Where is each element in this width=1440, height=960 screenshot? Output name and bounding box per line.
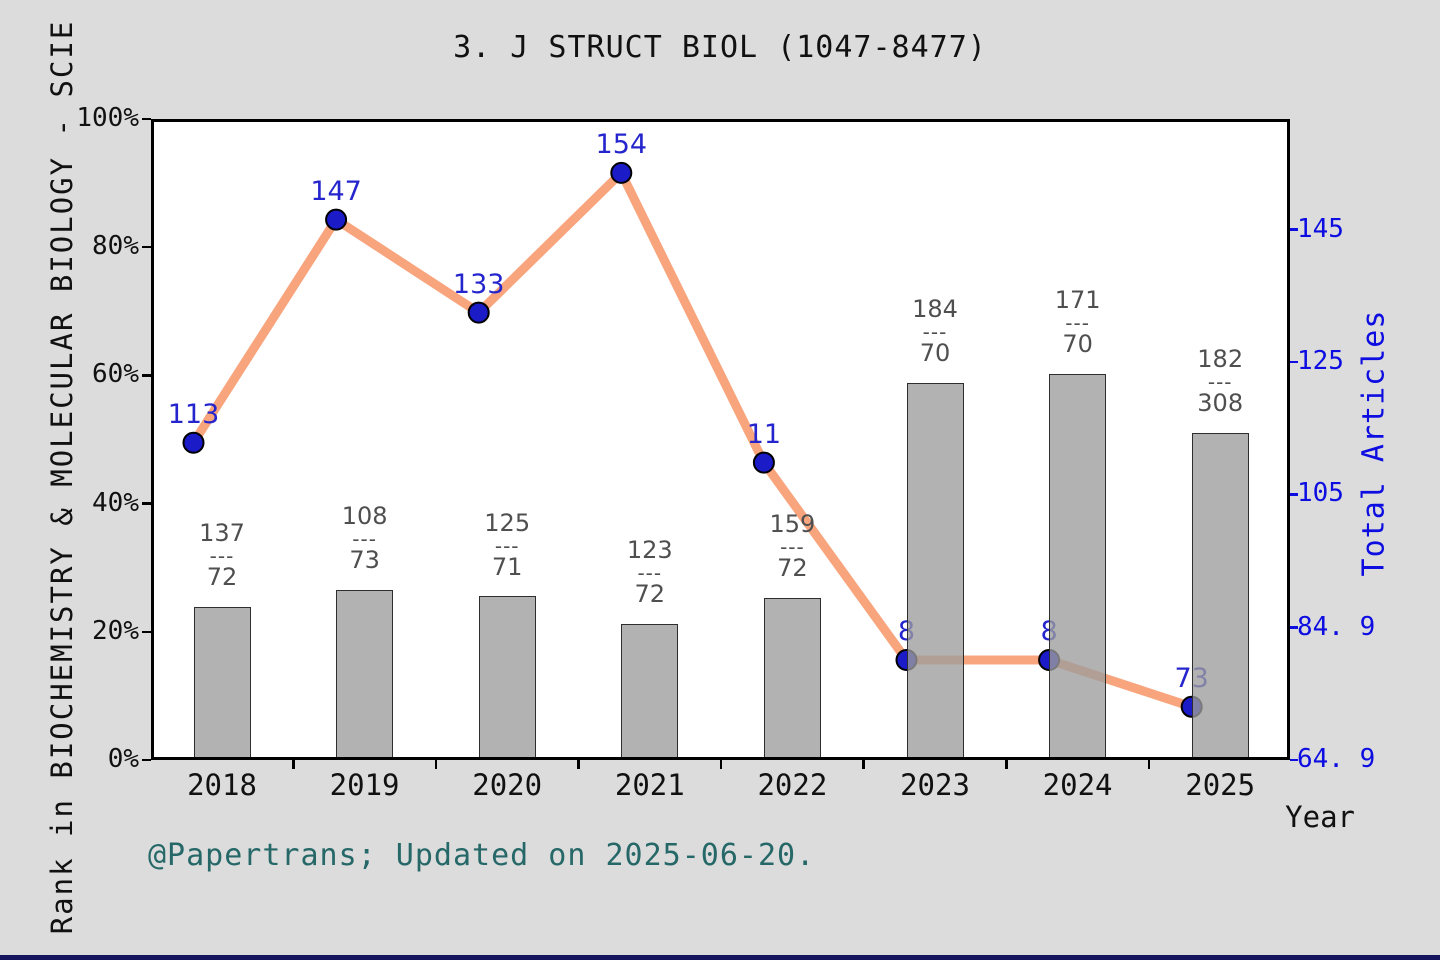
chart-title: 3. J STRUCT BIOL (1047-8477): [453, 30, 987, 65]
right-axis-tick-label: 145: [1297, 213, 1344, 244]
x-axis-minor-tick: [292, 760, 295, 769]
left-axis-tick: [142, 374, 151, 377]
right-axis-tick-label: 64. 9: [1297, 744, 1376, 774]
x-axis-tick-label: 2024: [1042, 768, 1113, 802]
x-axis-tick-label: 2019: [329, 768, 400, 802]
x-axis-minor-tick: [719, 760, 723, 769]
right-axis-tick: [1290, 758, 1298, 762]
x-axis-title: Year: [1285, 800, 1355, 834]
x-axis-tick-label: 2023: [900, 768, 970, 802]
x-axis-tick-label: 2020: [472, 768, 543, 802]
right-axis-tick: [1290, 626, 1298, 629]
right-axis-tick: [1290, 228, 1298, 231]
left-axis-tick: [142, 758, 151, 762]
left-y-axis-title: Rank in BIOCHEMISTRY & MOLECULAR BIOLOGY…: [45, 19, 79, 935]
right-axis-tick-label: 84. 9: [1297, 611, 1376, 642]
left-axis-tick: [142, 502, 151, 505]
x-axis-minor-tick: [862, 760, 865, 769]
right-axis-tick: [1290, 360, 1298, 364]
x-axis-tick-label: 2021: [614, 768, 685, 802]
x-axis-tick-label: 2018: [187, 768, 257, 802]
plot-area: [151, 119, 1290, 760]
x-axis-minor-tick: [1005, 760, 1008, 769]
bottom-edge-strip: [0, 955, 1440, 960]
right-y-axis-title: Total Articles: [1356, 309, 1392, 577]
x-axis-minor-tick: [1147, 760, 1151, 769]
left-axis-tick: [142, 245, 151, 249]
x-axis-minor-tick: [434, 760, 438, 769]
x-axis-tick-label: 2025: [1185, 768, 1256, 802]
left-axis-tick: [142, 117, 151, 121]
left-axis-tick: [142, 630, 151, 634]
x-axis-tick-label: 2022: [757, 768, 828, 802]
watermark-note: @Papertrans; Updated on 2025-06-20.: [148, 838, 816, 873]
right-axis-tick: [1290, 493, 1298, 496]
x-axis-minor-tick: [577, 760, 580, 769]
